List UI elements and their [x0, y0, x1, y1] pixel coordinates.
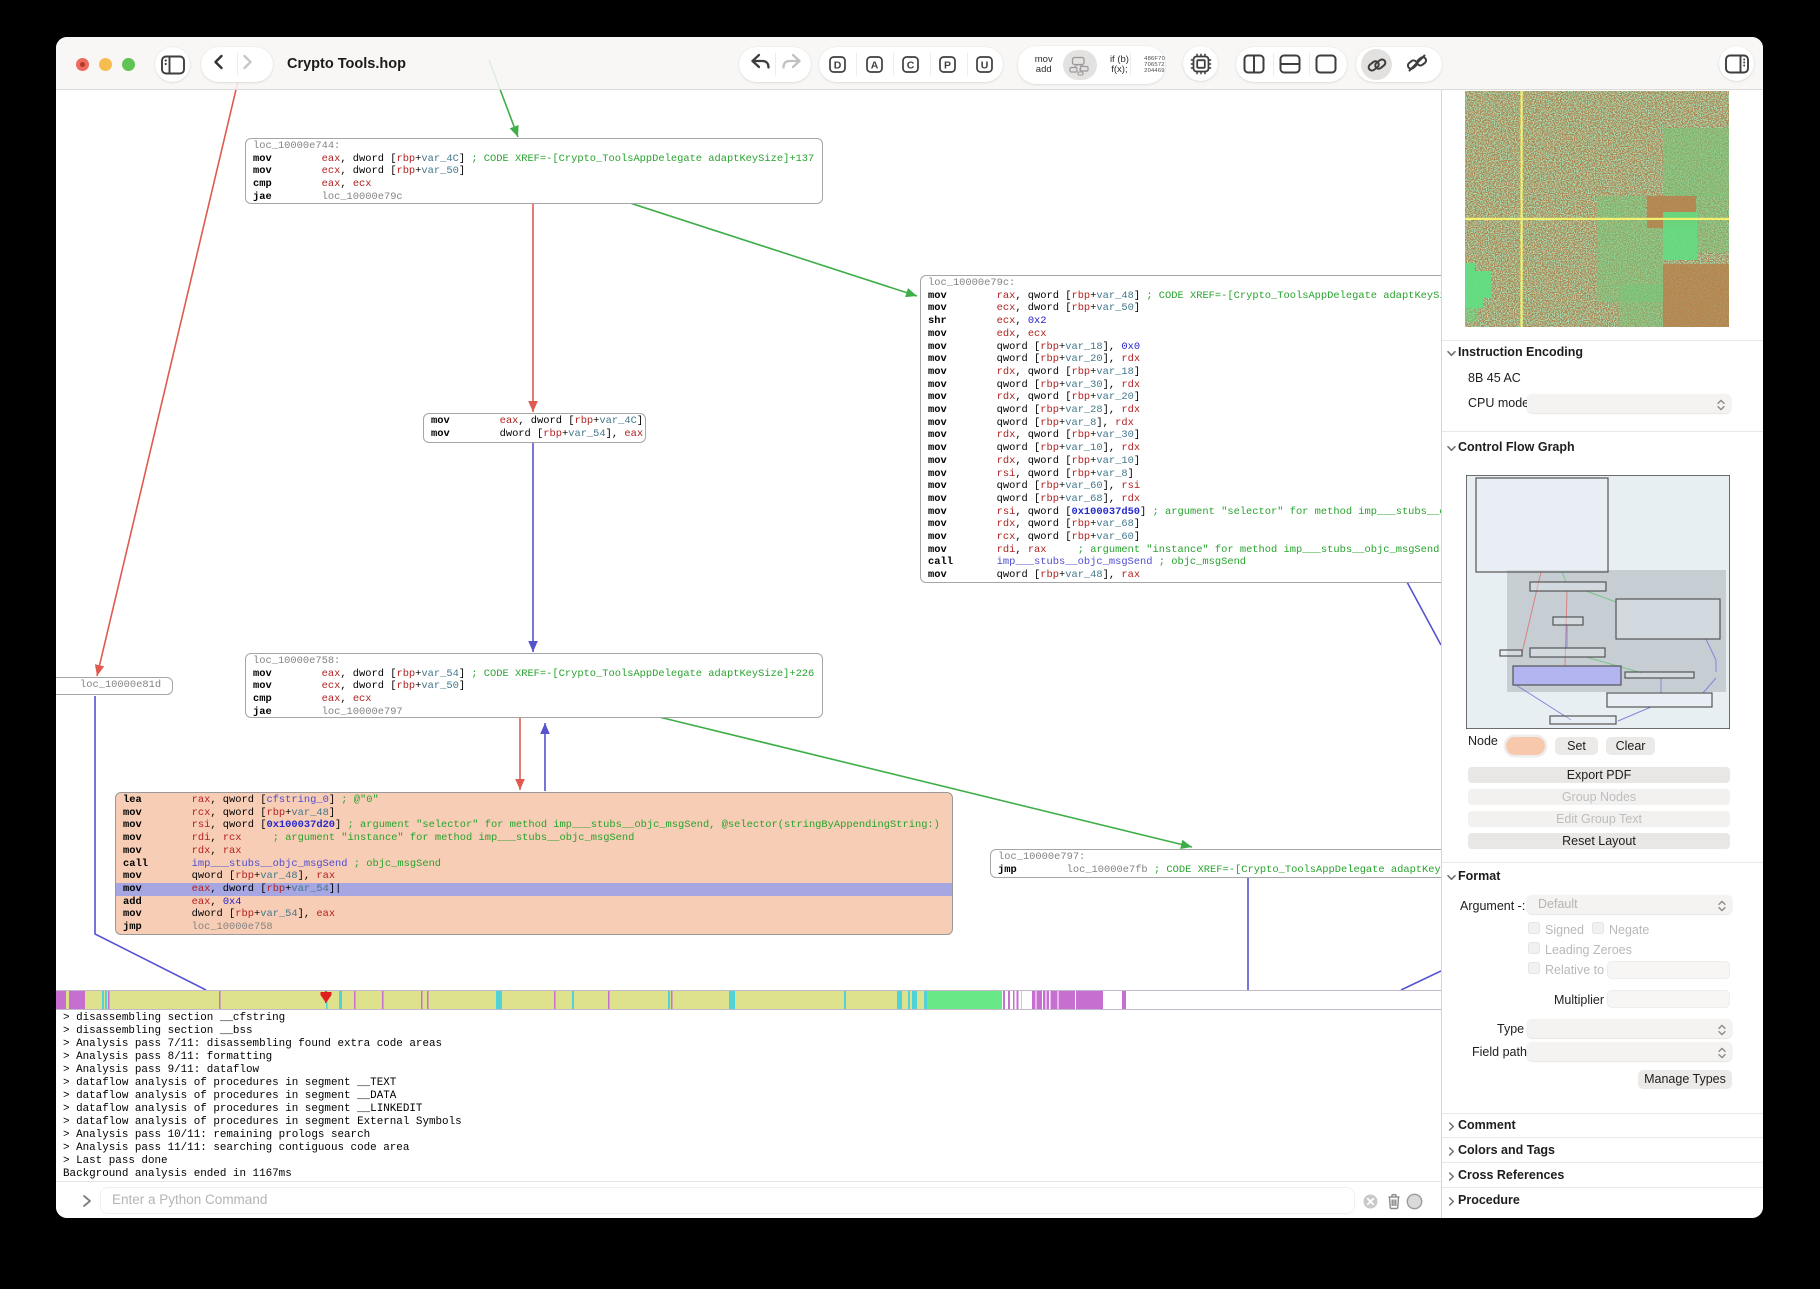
svg-text:P: P: [944, 59, 951, 71]
svg-text:C: C: [907, 59, 915, 71]
svg-text:D: D: [834, 59, 842, 71]
svg-text:U: U: [981, 59, 989, 71]
svg-text:A: A: [870, 59, 878, 71]
